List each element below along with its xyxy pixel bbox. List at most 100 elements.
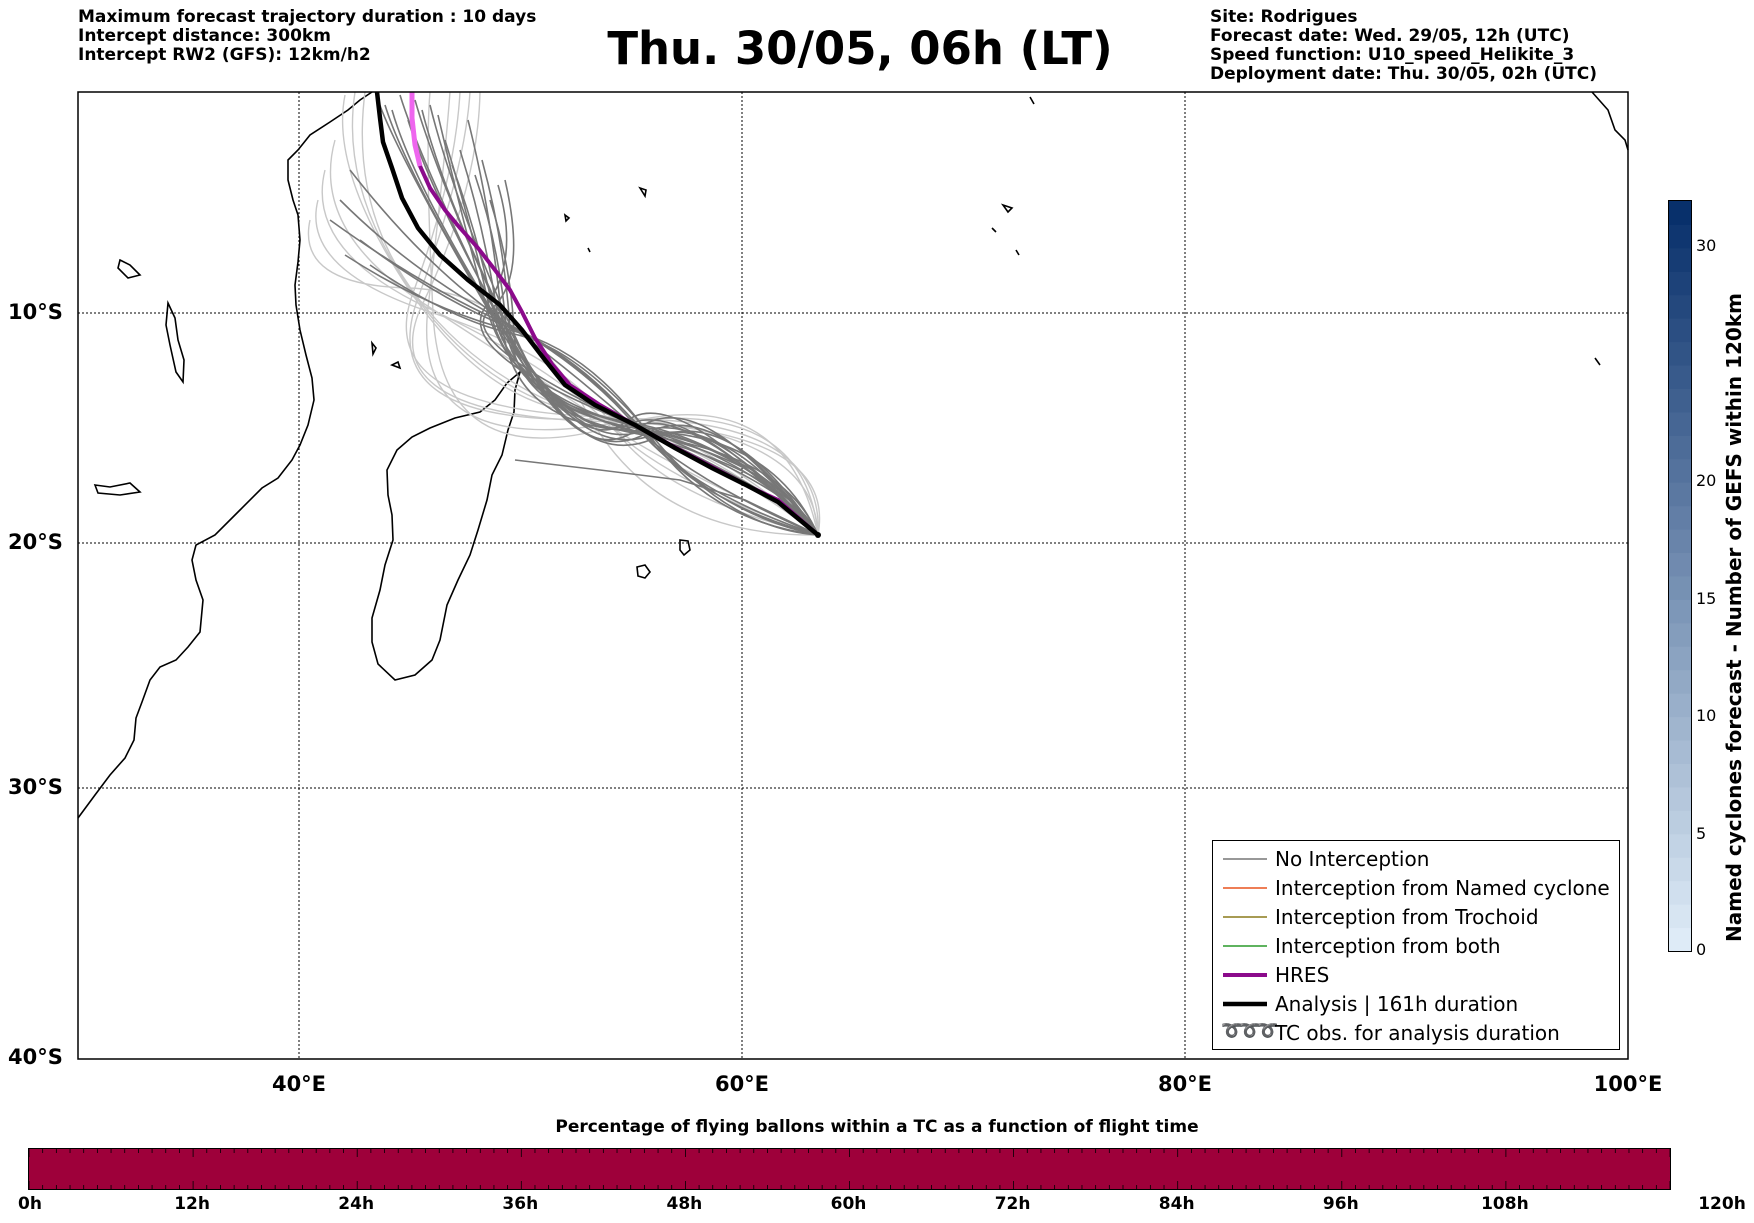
launch-point-marker [815, 532, 821, 538]
reunion-island [679, 539, 691, 557]
lake-coast [93, 482, 142, 496]
flight-time-bar [28, 1148, 1671, 1190]
colorbar-tick: 0 [1696, 940, 1707, 959]
flight-time-bar-title: Percentage of flying ballons within a TC… [555, 1117, 1199, 1137]
lat-label-40s: 40°S [8, 1045, 63, 1069]
colorbar-segment [1669, 505, 1691, 530]
colorbar-segment [1669, 576, 1691, 600]
legend-line-icon [1223, 887, 1267, 889]
colorbar-segment [1669, 341, 1691, 366]
lon-label-100e: 100°E [1593, 1072, 1663, 1096]
trajectory-line [399, 94, 819, 536]
legend-line-icon [1223, 916, 1267, 918]
colorbar-segment [1669, 740, 1691, 764]
flight-time-tick-label: 60h [830, 1194, 867, 1214]
colorbar-tick: 20 [1696, 471, 1717, 490]
colorbar-segment [1669, 482, 1691, 507]
comoros-islands [370, 340, 402, 370]
trajectory-line [351, 91, 819, 536]
colorbar-gradient [1669, 201, 1691, 952]
cyclone-colorbar [1668, 200, 1692, 952]
legend-label: TC obs. for analysis duration [1275, 1021, 1560, 1045]
trajectory-line [339, 199, 819, 536]
header-right-info: Site: Rodrigues Forecast date: Wed. 29/0… [1210, 8, 1597, 84]
map-legend: No Interception Interception from Named … [1212, 840, 1620, 1050]
colorbar-segment [1669, 294, 1691, 319]
legend-line-icon [1223, 945, 1267, 947]
colorbar-segment [1669, 857, 1691, 882]
map-frame [77, 91, 1629, 1060]
trajectory-line [459, 149, 819, 536]
legend-item-analysis: Analysis | 161h duration [1213, 989, 1619, 1018]
colorbar-segment [1669, 716, 1691, 741]
trajectory-line [489, 199, 819, 536]
madagascar-coastline [371, 369, 522, 681]
colorbar-segment [1669, 599, 1691, 624]
legend-label: No Interception [1275, 847, 1430, 871]
flight-time-tick-label: 120h [1698, 1194, 1746, 1214]
colorbar-segment [1669, 529, 1691, 554]
legend-line-icon [1223, 973, 1267, 977]
colorbar-segment [1669, 927, 1691, 952]
lat-label-20s: 20°S [8, 530, 63, 554]
colorbar-segment [1669, 224, 1691, 249]
legend-line-icon [1223, 1001, 1267, 1007]
trajectory-line [359, 239, 819, 536]
no-interception-trajectories-light [307, 91, 821, 536]
legend-label: Interception from Trochoid [1275, 905, 1539, 929]
legend-item-hres: HRES [1213, 960, 1619, 989]
africa-coastline [77, 91, 373, 819]
colorbar-segment [1669, 904, 1691, 929]
legend-item-tc-obs: ➰➰➰ TC obs. for analysis duration [1213, 1018, 1619, 1047]
colorbar-segment [1669, 271, 1691, 296]
mauritius-island [636, 564, 652, 579]
colorbar-segment [1669, 201, 1691, 225]
trajectory-line [341, 94, 819, 536]
flight-time-tick-label: 48h [666, 1194, 703, 1214]
site-text: Site: Rodrigues [1210, 7, 1358, 27]
colorbar-segment [1669, 552, 1691, 577]
trajectory-line [421, 109, 819, 536]
lat-label-30s: 30°S [8, 775, 63, 799]
flight-time-tick-label: 108h [1481, 1194, 1529, 1214]
legend-label: Analysis | 161h duration [1275, 992, 1519, 1016]
colorbar-tick: 30 [1696, 236, 1717, 255]
colorbar-segment [1669, 458, 1691, 483]
colorbar-segment [1669, 880, 1691, 905]
flight-time-tick-label: 36h [502, 1194, 539, 1214]
header-left-info: Maximum forecast trajectory duration : 1… [78, 8, 536, 65]
colorbar-segment [1669, 247, 1691, 272]
colorbar-segment [1669, 763, 1691, 788]
trajectory-line [427, 91, 819, 536]
flight-time-bar-fill [28, 1149, 1671, 1189]
legend-item-named-cyclone: Interception from Named cyclone [1213, 873, 1619, 902]
coastlines [77, 91, 1629, 819]
colorbar-tick: 5 [1696, 824, 1707, 843]
colorbar-title: Named cyclones forecast - Number of GEFS… [1722, 293, 1746, 942]
legend-item-both: Interception from both [1213, 931, 1619, 960]
trajectory-line [479, 184, 819, 536]
max-duration-text: Maximum forecast trajectory duration : 1… [78, 7, 537, 27]
seychelles-islands [563, 186, 647, 253]
flight-time-tick-label: 84h [1158, 1194, 1195, 1214]
north-islands [1029, 96, 1601, 366]
legend-item-trochoid: Interception from Trochoid [1213, 902, 1619, 931]
intercept-distance-text: Intercept distance: 300km [78, 26, 331, 46]
trajectory-line [329, 219, 819, 536]
zanzibar-island [165, 299, 185, 385]
colorbar-segment [1669, 435, 1691, 460]
colorbar-tick: 15 [1696, 589, 1717, 608]
trajectory-line [481, 159, 819, 536]
colorbar-segment [1669, 622, 1691, 647]
speed-function-text: Speed function: U10_speed_Helikite_3 [1210, 45, 1575, 65]
chagos-islands [991, 203, 1020, 256]
trajectory-line [369, 264, 819, 536]
flight-time-tick-label: 72h [994, 1194, 1031, 1214]
hres-trajectory-early [409, 92, 423, 167]
trajectory-line [429, 104, 819, 536]
colorbar-segment [1669, 646, 1691, 671]
lon-label-80e: 80°E [1157, 1072, 1213, 1096]
colorbar-segment [1669, 318, 1691, 343]
legend-item-no-interception: No Interception [1213, 844, 1619, 873]
